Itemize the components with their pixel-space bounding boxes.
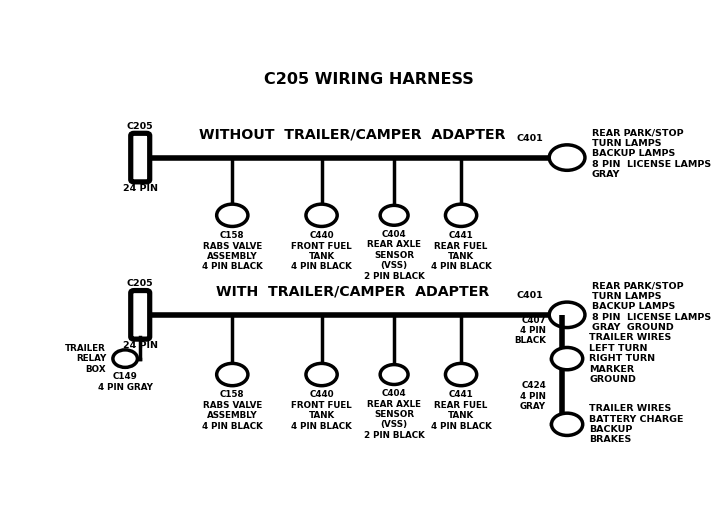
Text: TRAILER WIRES
LEFT TURN
RIGHT TURN
MARKER
GROUND: TRAILER WIRES LEFT TURN RIGHT TURN MARKE…	[590, 333, 672, 384]
Text: REAR PARK/STOP
TURN LAMPS
BACKUP LAMPS
8 PIN  LICENSE LAMPS
GRAY: REAR PARK/STOP TURN LAMPS BACKUP LAMPS 8…	[592, 128, 711, 179]
Circle shape	[446, 363, 477, 386]
Text: C407
4 PIN
BLACK: C407 4 PIN BLACK	[514, 316, 546, 345]
FancyBboxPatch shape	[131, 291, 150, 339]
Circle shape	[113, 350, 138, 368]
Text: C149
4 PIN GRAY: C149 4 PIN GRAY	[98, 372, 153, 391]
Text: WITHOUT  TRAILER/CAMPER  ADAPTER: WITHOUT TRAILER/CAMPER ADAPTER	[199, 128, 505, 142]
Circle shape	[552, 347, 582, 370]
Circle shape	[217, 363, 248, 386]
Text: C158
RABS VALVE
ASSEMBLY
4 PIN BLACK: C158 RABS VALVE ASSEMBLY 4 PIN BLACK	[202, 390, 263, 431]
FancyBboxPatch shape	[131, 133, 150, 182]
Text: C401: C401	[517, 134, 544, 143]
Circle shape	[380, 364, 408, 385]
Text: C440
FRONT FUEL
TANK
4 PIN BLACK: C440 FRONT FUEL TANK 4 PIN BLACK	[291, 390, 352, 431]
Text: TRAILER
RELAY
BOX: TRAILER RELAY BOX	[66, 344, 106, 373]
Circle shape	[306, 363, 337, 386]
Text: C158
RABS VALVE
ASSEMBLY
4 PIN BLACK: C158 RABS VALVE ASSEMBLY 4 PIN BLACK	[202, 231, 263, 271]
Circle shape	[380, 205, 408, 225]
Text: TRAILER WIRES
BATTERY CHARGE
BACKUP
BRAKES: TRAILER WIRES BATTERY CHARGE BACKUP BRAK…	[590, 404, 684, 445]
Circle shape	[446, 204, 477, 226]
Circle shape	[549, 145, 585, 170]
Circle shape	[217, 204, 248, 226]
Text: 24 PIN: 24 PIN	[122, 184, 158, 193]
Text: C401: C401	[517, 291, 544, 300]
Text: C441
REAR FUEL
TANK
4 PIN BLACK: C441 REAR FUEL TANK 4 PIN BLACK	[431, 390, 492, 431]
Circle shape	[306, 204, 337, 226]
Text: C205 WIRING HARNESS: C205 WIRING HARNESS	[264, 72, 474, 87]
Circle shape	[552, 413, 582, 435]
Circle shape	[549, 302, 585, 328]
Text: C205: C205	[127, 122, 153, 131]
Text: C440
FRONT FUEL
TANK
4 PIN BLACK: C440 FRONT FUEL TANK 4 PIN BLACK	[291, 231, 352, 271]
Text: REAR PARK/STOP
TURN LAMPS
BACKUP LAMPS
8 PIN  LICENSE LAMPS
GRAY  GROUND: REAR PARK/STOP TURN LAMPS BACKUP LAMPS 8…	[592, 282, 711, 332]
Text: WITH  TRAILER/CAMPER  ADAPTER: WITH TRAILER/CAMPER ADAPTER	[215, 285, 489, 299]
Text: 24 PIN: 24 PIN	[122, 342, 158, 351]
Text: C404
REAR AXLE
SENSOR
(VSS)
2 PIN BLACK: C404 REAR AXLE SENSOR (VSS) 2 PIN BLACK	[364, 389, 425, 440]
Text: C404
REAR AXLE
SENSOR
(VSS)
2 PIN BLACK: C404 REAR AXLE SENSOR (VSS) 2 PIN BLACK	[364, 230, 425, 281]
Text: C441
REAR FUEL
TANK
4 PIN BLACK: C441 REAR FUEL TANK 4 PIN BLACK	[431, 231, 492, 271]
Text: C424
4 PIN
GRAY: C424 4 PIN GRAY	[520, 382, 546, 411]
Text: C205: C205	[127, 279, 153, 288]
